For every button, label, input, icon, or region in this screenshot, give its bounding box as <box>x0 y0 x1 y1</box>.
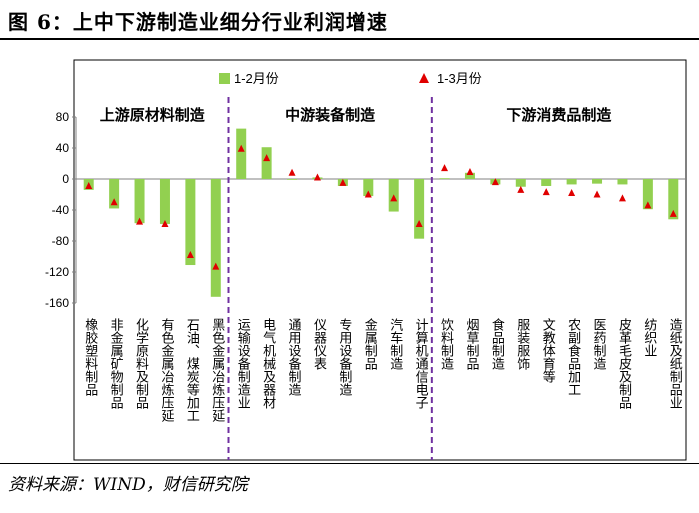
category-label: 烟草制品 <box>463 318 479 370</box>
marker-1-3month <box>568 188 576 196</box>
marker-1-3month <box>339 178 347 186</box>
section-label: 下游消费品制造 <box>506 106 611 124</box>
bar-1-2month <box>566 179 577 185</box>
category-label: 石油、煤炭等加工 <box>184 318 200 422</box>
bar-1-2month <box>414 179 425 239</box>
bar-1-2month <box>287 179 298 180</box>
profit-growth-chart: 80 40 0 -40 -80 -120 -160 橡胶塑料制品 非金属矿物制品 化学原料及制品… <box>45 59 687 461</box>
plot-frame <box>73 59 687 461</box>
bar-1-2month <box>261 147 272 179</box>
marker-1-3month <box>161 219 169 227</box>
marker-1-3month <box>136 217 144 225</box>
marker-1-3month <box>263 154 271 162</box>
y-tick-label: 0 <box>62 172 69 186</box>
figure-title: 图 6：上中下游制造业细分行业利润增速 <box>8 10 388 34</box>
marker-1-3month <box>415 219 423 227</box>
legend-marker-swatch <box>419 73 429 83</box>
category-label: 电气机械及器材 <box>260 318 276 409</box>
bar-1-2month <box>617 179 628 185</box>
category-label: 仪器仪表 <box>311 318 327 370</box>
category-label: 金属制品 <box>362 317 378 370</box>
marker-1-3month <box>466 168 474 176</box>
category-label: 汽车制造 <box>387 318 403 371</box>
y-tick-label: 80 <box>56 110 70 124</box>
source-note: 资料来源：WIND，财信研究院 <box>8 475 248 495</box>
bar-1-2month <box>185 179 196 266</box>
category-label: 橡胶塑料制品 <box>82 318 98 396</box>
bar-1-2month <box>515 179 526 187</box>
marker-1-3month <box>212 262 220 270</box>
bar-1-2month <box>592 179 603 184</box>
marker-1-3month <box>288 168 296 176</box>
category-label: 运输设备制造业 <box>235 318 251 409</box>
category-label: 黑色金属冶炼压延 <box>209 318 225 423</box>
bar-1-2month <box>210 179 221 297</box>
legend-bar-swatch <box>219 73 230 84</box>
category-label: 非金属矿物制品 <box>108 318 124 409</box>
category-label: 化学原料及制品 <box>133 318 149 409</box>
section-label: 上游原材料制造 <box>100 106 205 124</box>
marker-1-3month <box>542 188 550 196</box>
legend-bar-label: 1-2月份 <box>234 71 279 86</box>
marker-1-3month <box>441 164 449 172</box>
category-label: 饮料制造 <box>438 318 454 371</box>
y-tick-label: -160 <box>45 296 69 310</box>
bar-1-2month <box>464 172 475 179</box>
bar-1-2month <box>236 128 247 179</box>
category-label: 医药制造 <box>591 318 607 371</box>
y-tick-label: -40 <box>52 203 70 217</box>
category-label: 文教体育等 <box>540 318 556 383</box>
marker-1-3month <box>237 144 245 152</box>
title-rule <box>0 38 699 40</box>
marker-1-3month <box>85 181 93 189</box>
marker-1-3month <box>186 250 194 258</box>
y-tick-label: -120 <box>45 265 69 279</box>
marker-1-3month <box>593 190 601 198</box>
marker-1-3month <box>110 198 118 206</box>
bar-1-2month <box>439 178 450 180</box>
bar-1-2month <box>363 179 374 197</box>
marker-1-3month <box>517 185 525 193</box>
bar-1-2month <box>134 179 145 224</box>
marker-1-3month <box>644 201 652 209</box>
category-label: 农副食品加工 <box>565 318 581 396</box>
marker-1-3month <box>618 194 626 202</box>
marker-1-3month <box>364 190 372 198</box>
category-label: 纺织业 <box>641 318 657 357</box>
marker-1-3month <box>390 194 398 202</box>
legend-marker-label: 1-3月份 <box>437 71 482 86</box>
marker-1-3month <box>669 209 677 217</box>
marker-1-3month <box>491 178 499 186</box>
category-label: 通用设备制造 <box>286 318 302 397</box>
category-label: 服装服饰 <box>514 318 530 370</box>
category-label: 造纸及纸制品业 <box>667 318 683 409</box>
y-tick-label: 40 <box>56 141 70 155</box>
bar-1-2month <box>159 179 170 224</box>
section-label: 中游装备制造 <box>285 106 375 124</box>
category-label: 计算机通信电子 <box>413 318 429 409</box>
bar-1-2month <box>642 179 653 210</box>
category-label: 专用设备制造 <box>336 318 352 397</box>
bar-1-2month <box>668 179 679 220</box>
category-label: 有色金属冶炼压延 <box>158 318 174 423</box>
category-label: 食品制造 <box>489 317 505 371</box>
category-label: 皮革毛皮及制品 <box>616 318 632 409</box>
marker-1-3month <box>313 173 321 181</box>
bar-1-2month <box>541 179 552 186</box>
y-tick-label: -80 <box>52 234 70 248</box>
bar-1-2month <box>109 179 120 209</box>
source-rule <box>0 463 699 464</box>
